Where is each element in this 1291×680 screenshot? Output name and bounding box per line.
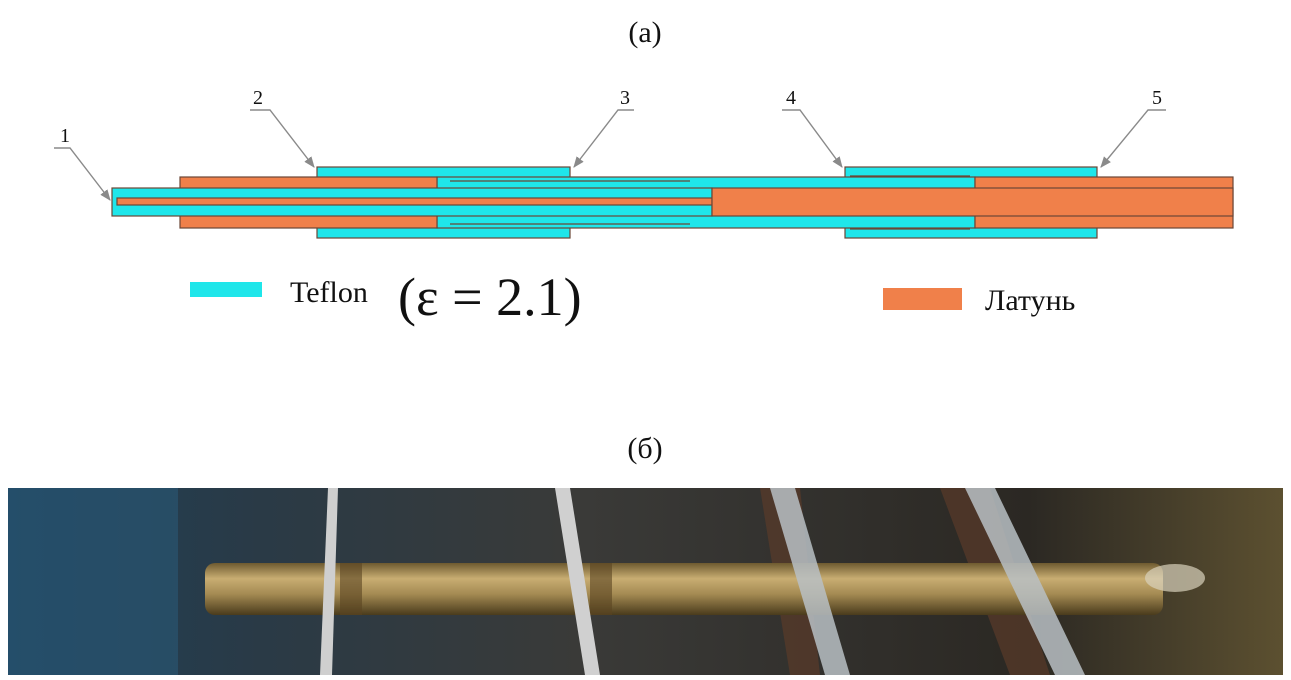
photo-solder [1145,564,1205,592]
legend: Teflon (ε = 2.1) Латунь [190,267,1075,327]
photo [8,488,1283,675]
legend-swatch [190,282,262,297]
figure: (а) 1 2 3 4 5 Teflon (ε = 2.1) Латунь (б… [0,0,1291,675]
legend-swatch [883,288,962,310]
photo-shade [8,488,178,675]
arrow [574,110,634,167]
callout: 1 [60,125,70,147]
legend-label: Teflon [290,276,368,309]
arrow [250,110,314,167]
legend-label: Латунь [985,284,1075,317]
panel-label: (б) [627,432,662,465]
legend-formula: (ε = 2.1) [398,267,582,327]
panel-label: (а) [628,16,661,49]
arrow [54,148,110,200]
callout: 4 [786,87,796,109]
photo-joint [590,563,612,615]
callout: 5 [1152,87,1162,109]
cable-diagram [112,167,1233,238]
arrow [782,110,842,167]
brass-rod [712,188,1233,216]
callout: 2 [253,87,263,109]
arrow [1101,110,1166,167]
photo-joint [340,563,362,615]
callout: 3 [620,87,630,109]
brass-wire [117,198,712,205]
